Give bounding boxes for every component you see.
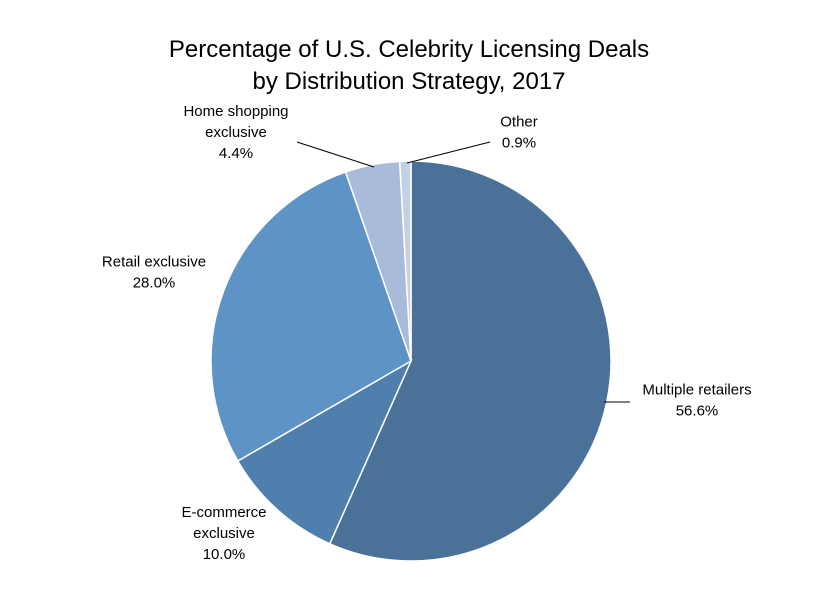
pie-slice-e-commerce-exclusive bbox=[236, 359, 413, 545]
pie-slice-other bbox=[398, 160, 412, 362]
pie-slices bbox=[210, 160, 612, 562]
chart-title-line-2: by Distribution Strategy, 2017 bbox=[252, 68, 565, 95]
slice-label-multiple-retailers: Multiple retailers 56.6% bbox=[642, 382, 751, 420]
slice-label-retail-exclusive: Retail exclusive 28.0% bbox=[102, 254, 206, 292]
chart-title: Percentage of U.S. Celebrity Licensing D… bbox=[169, 36, 649, 95]
pie-slice-retail-exclusive bbox=[210, 171, 412, 463]
leader-lines bbox=[296, 141, 630, 403]
slice-label-other: Other 0.9% bbox=[500, 114, 538, 152]
slice-label-e-commerce-exclusive: E-commerce exclusive 10.0% bbox=[181, 504, 266, 563]
pie-slice-multiple-retailers bbox=[328, 160, 612, 562]
chart-title-line-1: Percentage of U.S. Celebrity Licensing D… bbox=[169, 36, 649, 63]
slice-labels: Multiple retailers 56.6% E-commerce exclusi… bbox=[102, 103, 752, 563]
leader-line-other bbox=[406, 141, 491, 164]
leader-line-home-shopping-exclusive bbox=[296, 141, 375, 168]
slice-label-home-shopping-exclusive: Home shopping exclusive 4.4% bbox=[183, 103, 288, 162]
